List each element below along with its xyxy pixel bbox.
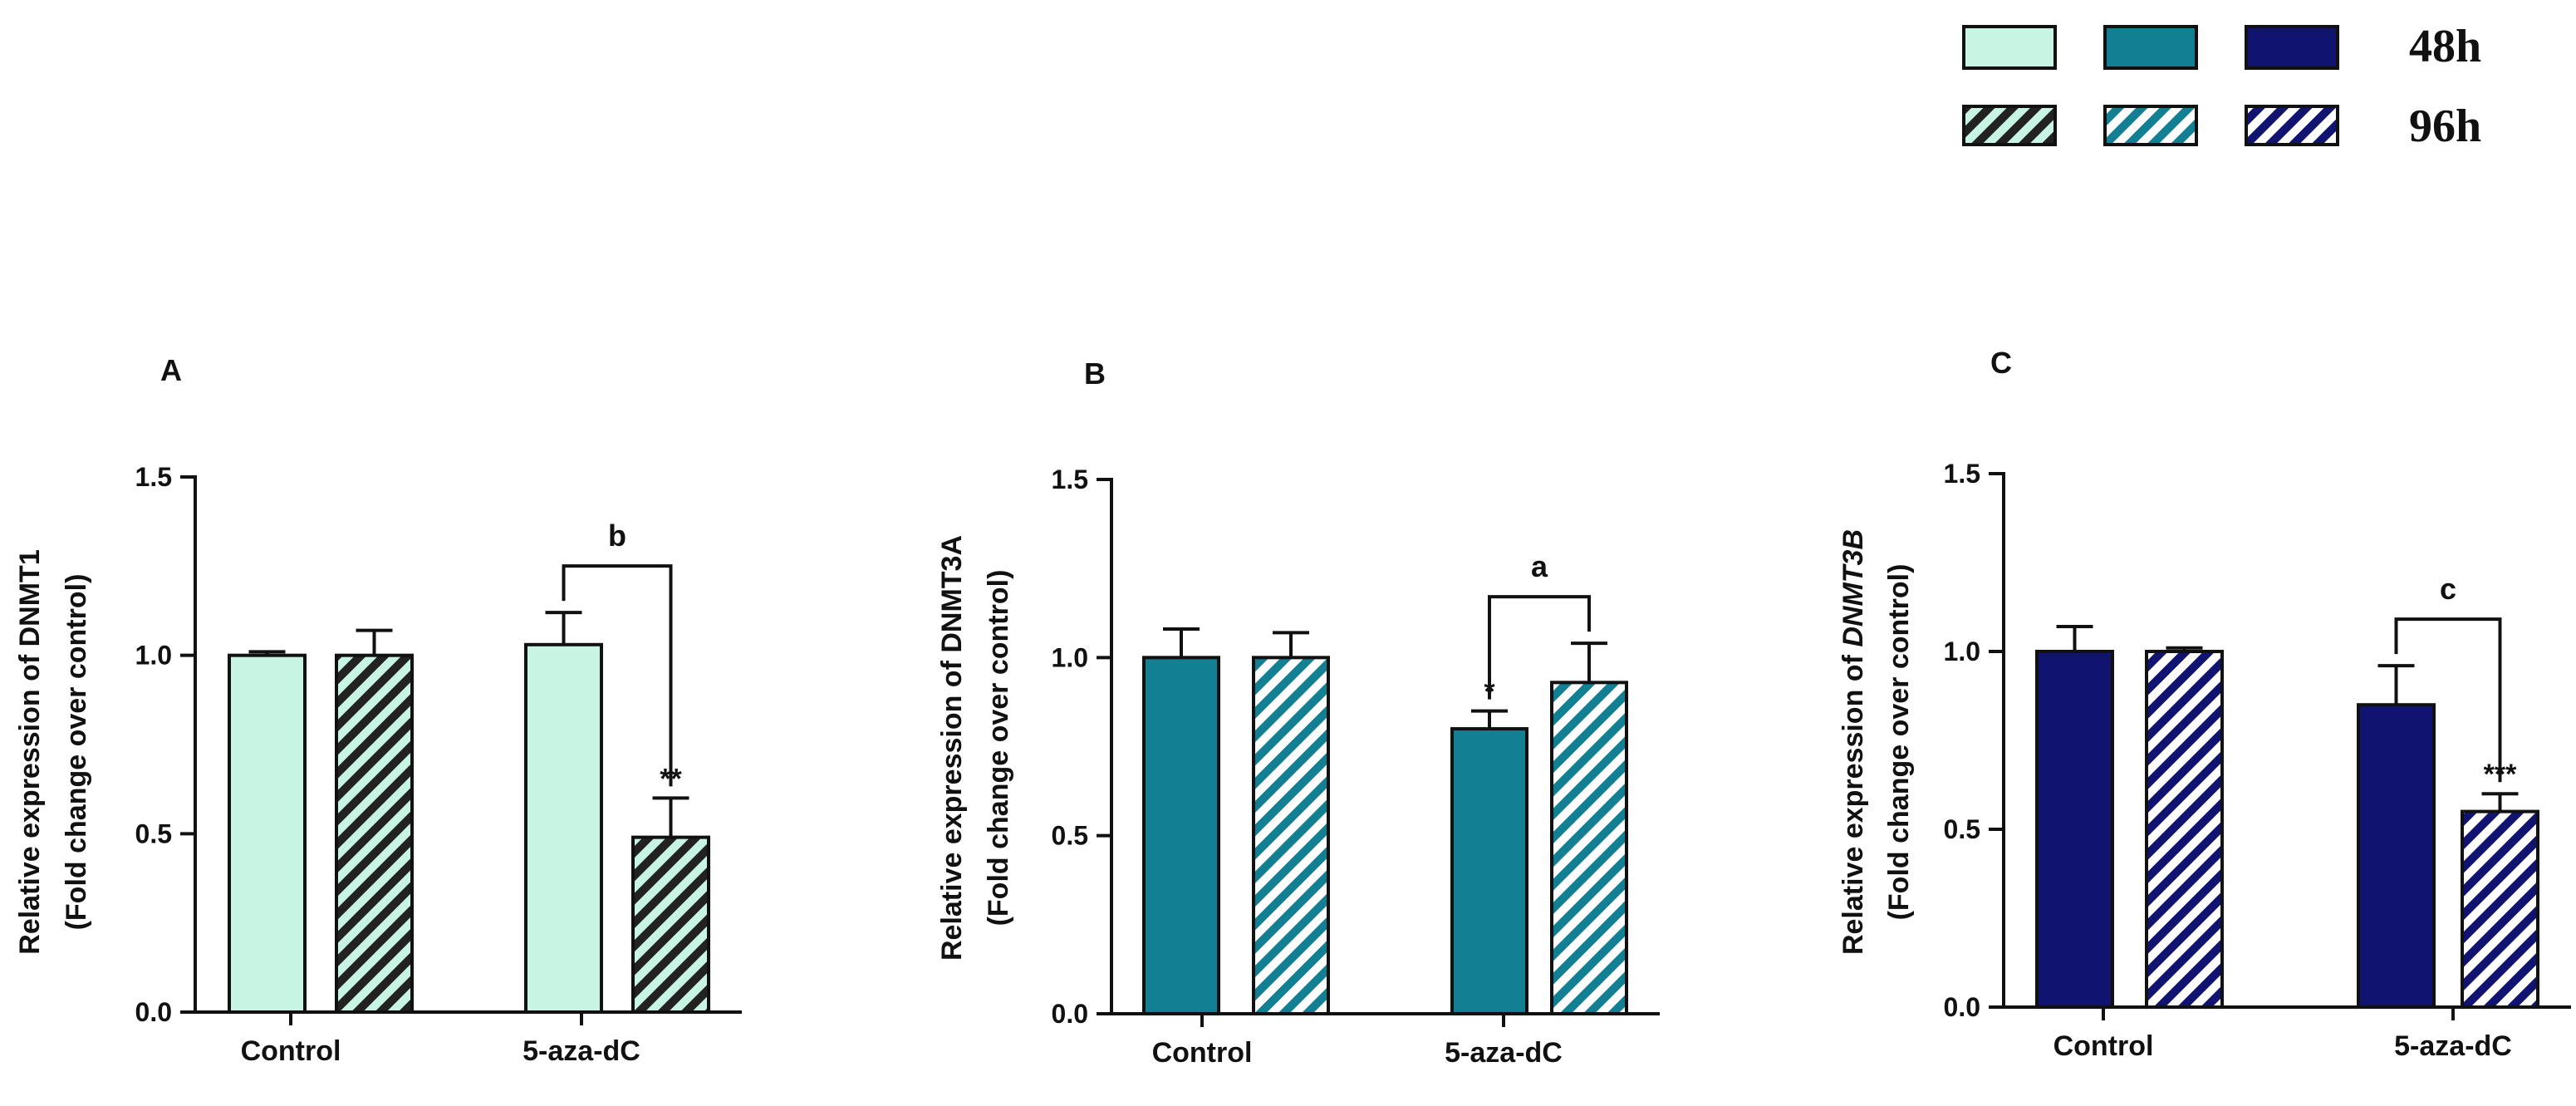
y-tick-label: 1.5 bbox=[1944, 459, 1980, 489]
bar-5-aza-dc-96h bbox=[2461, 809, 2539, 1009]
x-tick-label: 5-aza-dC bbox=[523, 1035, 640, 1067]
panel-letter: B bbox=[1084, 356, 1106, 391]
bar-5-aza-dc-48h bbox=[1450, 727, 1528, 1015]
chart-panel-c: C Relative expression of DNMT3B (Fold chan… bbox=[1838, 346, 2571, 1062]
x-tick-label: Control bbox=[241, 1035, 341, 1067]
bar-control-48h bbox=[228, 653, 307, 1015]
bar-control-96h bbox=[2145, 650, 2224, 1009]
y-axis-label: Relative expression of DNMT3B bbox=[1838, 529, 1869, 955]
comparison-bracket bbox=[1488, 595, 1591, 700]
y-axis-label: (Fold change over control) bbox=[1883, 564, 1915, 921]
y-tick-label: 0.5 bbox=[135, 818, 172, 848]
y-tick-label: 0.5 bbox=[1944, 814, 1980, 844]
x-tick-label: Control bbox=[1152, 1037, 1253, 1069]
chart-panel-b: B Relative expression of DNMT3A (Fold chan… bbox=[936, 356, 1660, 1069]
legend-swatch bbox=[2245, 25, 2339, 70]
y-tick-label: 1.0 bbox=[1944, 637, 1980, 666]
y-axis-label: (Fold change over control) bbox=[61, 574, 92, 931]
y-axis-label: (Fold change over control) bbox=[983, 570, 1014, 927]
bar-control-96h bbox=[335, 653, 414, 1015]
y-tick-label: 1.5 bbox=[135, 462, 172, 492]
bar-5-aza-dc-48h bbox=[524, 642, 603, 1015]
y-tick-label: 0.0 bbox=[1052, 999, 1088, 1029]
bar-control-96h bbox=[1252, 656, 1330, 1015]
y-tick-label: 0.0 bbox=[1944, 992, 1980, 1022]
comparison-bracket bbox=[562, 564, 673, 787]
y-tick-label: 0.5 bbox=[1052, 821, 1088, 851]
bar-5-aza-dc-48h bbox=[2357, 703, 2436, 1009]
bracket-label: c bbox=[2440, 572, 2456, 606]
bar-control-48h bbox=[2035, 650, 2114, 1009]
y-axis-label-text: Relative expression of bbox=[1838, 647, 1869, 955]
legend-swatch bbox=[1962, 105, 2057, 146]
bar-5-aza-dc-96h bbox=[1550, 681, 1628, 1016]
panel-letter: C bbox=[1990, 346, 2012, 380]
legend-swatch bbox=[2103, 105, 2198, 146]
bar-5-aza-dc-96h bbox=[631, 835, 710, 1014]
chart-panel-a: A Relative expression of DNMT1 (Fold chang… bbox=[14, 353, 742, 1067]
y-tick-label: 0.0 bbox=[135, 997, 172, 1027]
x-tick-label: 5-aza-dC bbox=[2394, 1030, 2512, 1062]
x-tick-label: Control bbox=[2053, 1030, 2154, 1062]
panels: A Relative expression of DNMT1 (Fold chang… bbox=[14, 346, 2571, 1069]
legend-label: 48h bbox=[2409, 21, 2481, 72]
y-axis-label-gene: DNMT3B bbox=[1838, 529, 1869, 647]
x-tick-label: 5-aza-dC bbox=[1445, 1037, 1563, 1069]
y-axis-label: Relative expression of DNMT3A bbox=[936, 535, 968, 961]
legend: 48h 96h bbox=[1962, 21, 2481, 152]
legend-swatch bbox=[2245, 105, 2339, 146]
bracket-label: b bbox=[608, 519, 626, 553]
legend-label: 96h bbox=[2409, 101, 2481, 152]
y-tick-label: 1.5 bbox=[1052, 465, 1088, 494]
comparison-bracket bbox=[2394, 617, 2502, 783]
bracket-label: a bbox=[1531, 549, 1548, 583]
bar-control-48h bbox=[1142, 656, 1220, 1015]
y-tick-label: 1.0 bbox=[1052, 642, 1088, 672]
y-tick-label: 1.0 bbox=[135, 641, 172, 671]
legend-swatch bbox=[1962, 25, 2057, 70]
legend-swatch bbox=[2103, 25, 2198, 70]
y-axis-label: Relative expression of DNMT1 bbox=[14, 549, 46, 954]
panel-letter: A bbox=[160, 353, 182, 387]
